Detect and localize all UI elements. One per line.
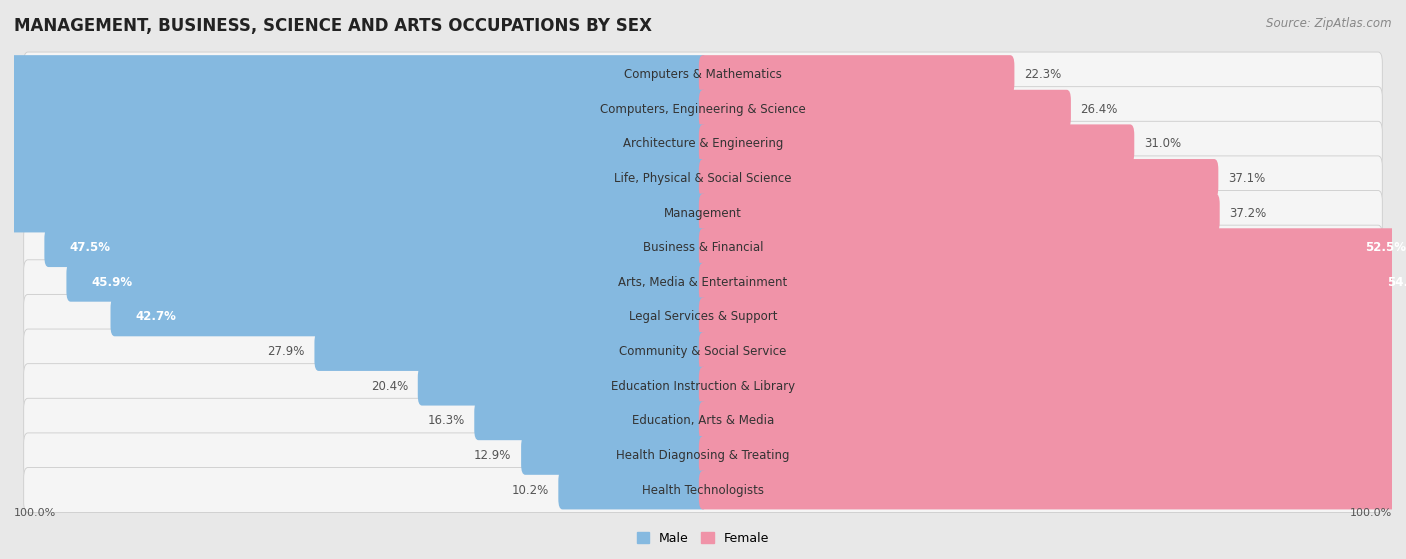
Legend: Male, Female: Male, Female: [631, 527, 775, 550]
FancyBboxPatch shape: [699, 263, 1406, 302]
FancyBboxPatch shape: [699, 193, 1220, 233]
Text: Education, Arts & Media: Education, Arts & Media: [631, 414, 775, 427]
Text: 22.3%: 22.3%: [1024, 68, 1062, 81]
FancyBboxPatch shape: [66, 263, 707, 302]
Text: Community & Social Service: Community & Social Service: [619, 345, 787, 358]
FancyBboxPatch shape: [24, 260, 1382, 305]
FancyBboxPatch shape: [0, 90, 707, 129]
Text: 54.1%: 54.1%: [1386, 276, 1406, 289]
FancyBboxPatch shape: [24, 295, 1382, 339]
Text: Source: ZipAtlas.com: Source: ZipAtlas.com: [1267, 17, 1392, 30]
Text: Arts, Media & Entertainment: Arts, Media & Entertainment: [619, 276, 787, 289]
FancyBboxPatch shape: [0, 55, 707, 94]
FancyBboxPatch shape: [24, 87, 1382, 132]
FancyBboxPatch shape: [24, 121, 1382, 167]
Text: Health Technologists: Health Technologists: [643, 484, 763, 496]
FancyBboxPatch shape: [24, 329, 1382, 374]
FancyBboxPatch shape: [111, 297, 707, 337]
Text: 42.7%: 42.7%: [135, 310, 176, 324]
Text: Life, Physical & Social Science: Life, Physical & Social Science: [614, 172, 792, 185]
FancyBboxPatch shape: [699, 436, 1406, 475]
FancyBboxPatch shape: [699, 125, 1135, 163]
FancyBboxPatch shape: [45, 228, 707, 267]
FancyBboxPatch shape: [24, 191, 1382, 235]
Text: 37.1%: 37.1%: [1227, 172, 1265, 185]
Text: Health Diagnosing & Treating: Health Diagnosing & Treating: [616, 449, 790, 462]
FancyBboxPatch shape: [699, 401, 1406, 440]
FancyBboxPatch shape: [699, 228, 1406, 267]
FancyBboxPatch shape: [24, 398, 1382, 443]
Text: 47.5%: 47.5%: [69, 241, 110, 254]
Text: 26.4%: 26.4%: [1081, 103, 1118, 116]
Text: 37.2%: 37.2%: [1229, 206, 1267, 220]
FancyBboxPatch shape: [699, 90, 1071, 129]
FancyBboxPatch shape: [24, 225, 1382, 270]
FancyBboxPatch shape: [0, 125, 707, 163]
Text: 31.0%: 31.0%: [1144, 138, 1181, 150]
Text: Management: Management: [664, 206, 742, 220]
FancyBboxPatch shape: [474, 401, 707, 440]
FancyBboxPatch shape: [418, 367, 707, 406]
FancyBboxPatch shape: [24, 52, 1382, 97]
Text: Business & Financial: Business & Financial: [643, 241, 763, 254]
FancyBboxPatch shape: [0, 193, 707, 233]
Text: 45.9%: 45.9%: [91, 276, 132, 289]
Text: 52.5%: 52.5%: [1365, 241, 1406, 254]
FancyBboxPatch shape: [558, 471, 707, 509]
FancyBboxPatch shape: [24, 467, 1382, 513]
FancyBboxPatch shape: [24, 433, 1382, 478]
Text: MANAGEMENT, BUSINESS, SCIENCE AND ARTS OCCUPATIONS BY SEX: MANAGEMENT, BUSINESS, SCIENCE AND ARTS O…: [14, 17, 652, 35]
Text: Computers, Engineering & Science: Computers, Engineering & Science: [600, 103, 806, 116]
Text: Education Instruction & Library: Education Instruction & Library: [612, 380, 794, 392]
FancyBboxPatch shape: [699, 159, 1219, 198]
Text: Computers & Mathematics: Computers & Mathematics: [624, 68, 782, 81]
FancyBboxPatch shape: [24, 156, 1382, 201]
Text: Architecture & Engineering: Architecture & Engineering: [623, 138, 783, 150]
Text: 10.2%: 10.2%: [512, 484, 548, 496]
FancyBboxPatch shape: [522, 436, 707, 475]
Text: 100.0%: 100.0%: [14, 508, 56, 518]
FancyBboxPatch shape: [315, 332, 707, 371]
FancyBboxPatch shape: [699, 367, 1406, 406]
Text: Legal Services & Support: Legal Services & Support: [628, 310, 778, 324]
Text: 16.3%: 16.3%: [427, 414, 464, 427]
FancyBboxPatch shape: [699, 297, 1406, 337]
FancyBboxPatch shape: [699, 471, 1406, 509]
FancyBboxPatch shape: [699, 332, 1406, 371]
Text: 20.4%: 20.4%: [371, 380, 408, 392]
FancyBboxPatch shape: [0, 159, 707, 198]
FancyBboxPatch shape: [699, 55, 1014, 94]
Text: 27.9%: 27.9%: [267, 345, 305, 358]
Text: 12.9%: 12.9%: [474, 449, 512, 462]
FancyBboxPatch shape: [24, 364, 1382, 409]
Text: 100.0%: 100.0%: [1350, 508, 1392, 518]
